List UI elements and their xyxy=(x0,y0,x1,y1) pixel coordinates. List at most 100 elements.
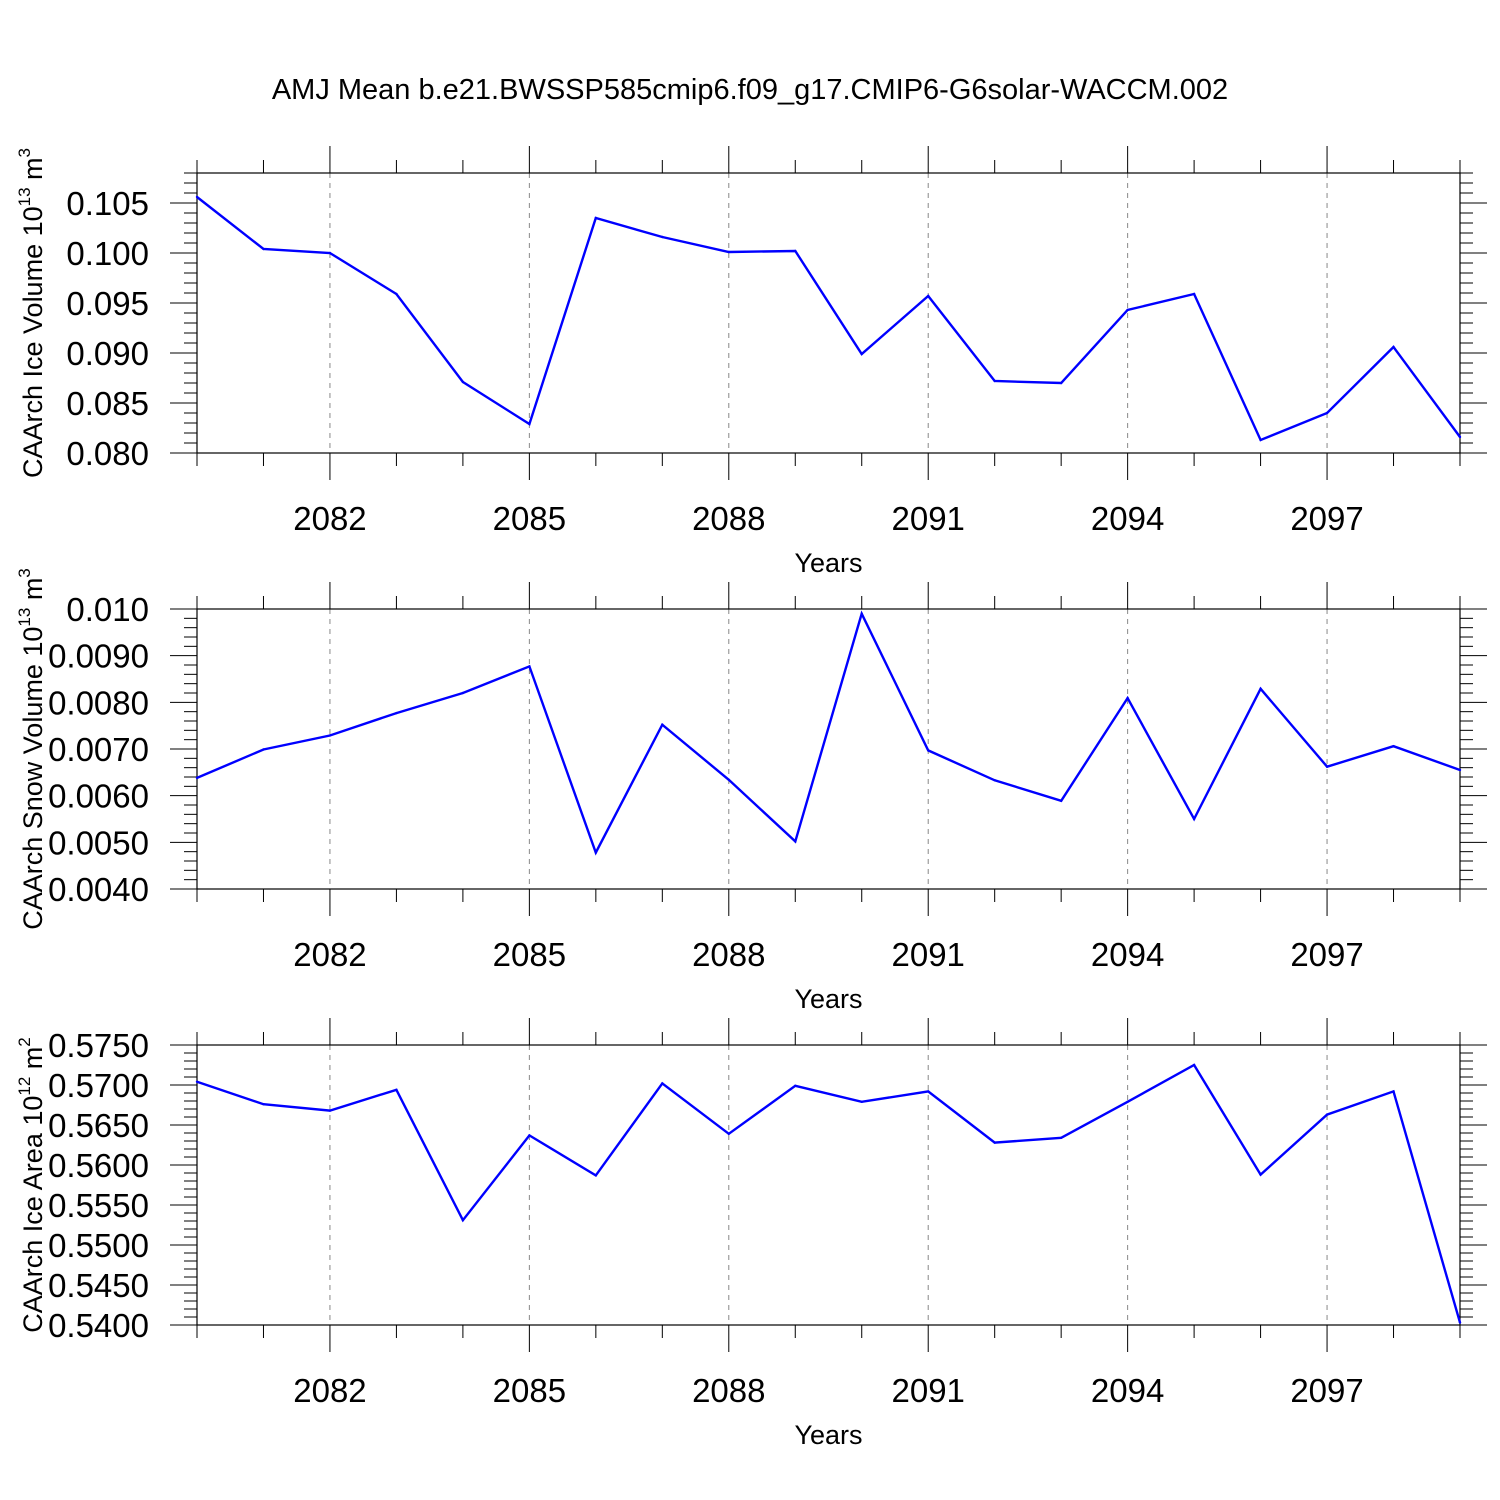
y-tick-label: 0.5450 xyxy=(48,1267,149,1304)
data-point xyxy=(1259,687,1262,690)
x-tick-label: 2085 xyxy=(493,500,566,537)
y-tick-label: 0.5700 xyxy=(48,1067,149,1104)
y-axis-label-unit: m xyxy=(18,578,48,608)
data-point xyxy=(1458,1321,1462,1324)
data-point xyxy=(1325,411,1329,415)
data-point xyxy=(262,247,265,251)
y-axis-label-unit-exponent: 2 xyxy=(15,1037,34,1046)
y-tick-label: 0.0080 xyxy=(48,684,149,721)
data-point xyxy=(1126,1100,1129,1104)
series-line xyxy=(196,196,1461,442)
data-point xyxy=(395,1088,398,1092)
x-tick-label: 2094 xyxy=(1091,936,1164,973)
series-line xyxy=(196,610,1461,856)
y-axis-label-main: CAArch Ice Area 10 xyxy=(18,1096,48,1333)
data-point xyxy=(1325,1113,1329,1116)
chart-panel-2: 2082 2085 2088 2091 2094 2097 Years 0.0040 0.005… xyxy=(15,568,1487,1014)
data-point xyxy=(860,1100,863,1104)
x-tick-label: 2088 xyxy=(692,936,765,973)
x-axis-label: Years xyxy=(794,1420,862,1450)
data-point xyxy=(993,379,996,383)
data-point xyxy=(1392,1090,1395,1093)
y-axis-label-exponent: 13 xyxy=(15,187,34,206)
y-axis-label-exponent: 13 xyxy=(15,608,34,627)
data-point xyxy=(661,235,664,239)
data-point xyxy=(1392,745,1395,748)
y-tick-label: 0.5500 xyxy=(48,1227,149,1264)
data-point xyxy=(528,665,531,668)
data-point xyxy=(1192,292,1196,296)
data-point xyxy=(993,1141,996,1144)
data-point xyxy=(1458,435,1462,439)
data-point xyxy=(860,352,863,356)
data-point xyxy=(1259,438,1262,442)
y-axis-label: CAArch Ice Area 1012 m2 xyxy=(15,1037,48,1333)
x-tick-label: 2094 xyxy=(1091,500,1164,537)
y-tick-label: 0.105 xyxy=(66,185,149,222)
data-point xyxy=(1126,308,1129,312)
data-point xyxy=(461,691,465,695)
data-point xyxy=(1059,1136,1063,1140)
data-point xyxy=(262,748,265,751)
data-point xyxy=(1059,381,1063,385)
series-line xyxy=(196,1063,1462,1323)
y-tick-label: 0.0090 xyxy=(48,638,149,675)
data-point xyxy=(594,851,598,854)
data-point xyxy=(1126,696,1129,700)
data-point xyxy=(461,1219,465,1222)
y-axis-label-unit: m xyxy=(18,157,48,187)
y-tick-label: 0.0060 xyxy=(48,778,149,815)
data-point xyxy=(1059,799,1063,802)
data-point xyxy=(727,250,730,254)
x-tick-label: 2097 xyxy=(1290,500,1363,537)
chart-panel-3: 2082 2085 2088 2091 2094 2097 Years 0.54000.545… xyxy=(15,1018,1487,1450)
y-axis-label-unit-exponent: 3 xyxy=(15,568,34,577)
x-tick-label: 2088 xyxy=(692,500,765,537)
y-tick-label: 0.095 xyxy=(66,285,149,322)
data-point xyxy=(528,422,531,426)
data-point xyxy=(794,1084,797,1088)
y-tick-label: 0.5650 xyxy=(48,1107,149,1144)
data-point xyxy=(1192,817,1196,821)
x-tick-label: 2097 xyxy=(1290,1372,1363,1409)
y-axis-label: CAArch Ice Volume 1013 m3 xyxy=(15,148,48,478)
y-tick-label: 0.0040 xyxy=(48,871,149,908)
y-tick-label: 0.090 xyxy=(66,335,149,372)
data-point xyxy=(661,723,664,726)
data-point xyxy=(794,840,797,843)
data-point xyxy=(195,195,199,199)
x-tick-label: 2091 xyxy=(891,1372,964,1409)
data-point xyxy=(927,749,930,752)
data-point xyxy=(195,776,199,780)
data-point xyxy=(195,1080,199,1084)
chart-panel-1: 2082 2085 2088 2091 2094 2097 Years 0.080 0.085 0… xyxy=(15,146,1487,578)
data-point xyxy=(594,1174,598,1177)
data-point xyxy=(328,734,332,737)
data-point xyxy=(794,249,797,253)
x-tick-label: 2082 xyxy=(293,1372,366,1409)
data-point xyxy=(395,292,398,296)
x-tick-label: 2082 xyxy=(293,936,366,973)
y-tick-label: 0.5550 xyxy=(48,1187,149,1224)
y-tick-label: 0.0070 xyxy=(48,731,149,768)
data-point xyxy=(395,711,398,715)
x-tick-label: 2082 xyxy=(293,500,366,537)
data-point xyxy=(927,1090,930,1093)
data-point xyxy=(927,294,930,298)
y-tick-label: 0.0050 xyxy=(48,824,149,861)
chart-title: AMJ Mean b.e21.BWSSP585cmip6.f09_g17.CMI… xyxy=(272,74,1228,106)
data-point xyxy=(661,1082,664,1085)
x-tick-label: 2091 xyxy=(891,936,964,973)
data-point xyxy=(1259,1173,1262,1176)
y-tick-label: 0.5400 xyxy=(48,1307,149,1344)
y-axis-label-main: CAArch Ice Volume 10 xyxy=(18,206,48,478)
data-point xyxy=(594,216,598,220)
x-axis-label: Years xyxy=(794,548,862,578)
plot-frame xyxy=(196,608,1461,890)
data-point xyxy=(1325,765,1329,768)
data-point xyxy=(1192,1063,1196,1067)
data-point xyxy=(727,778,730,781)
y-axis-label-unit-exponent: 3 xyxy=(15,148,34,157)
y-tick-label: 0.080 xyxy=(66,435,149,472)
y-axis-label-unit: m xyxy=(18,1047,48,1077)
